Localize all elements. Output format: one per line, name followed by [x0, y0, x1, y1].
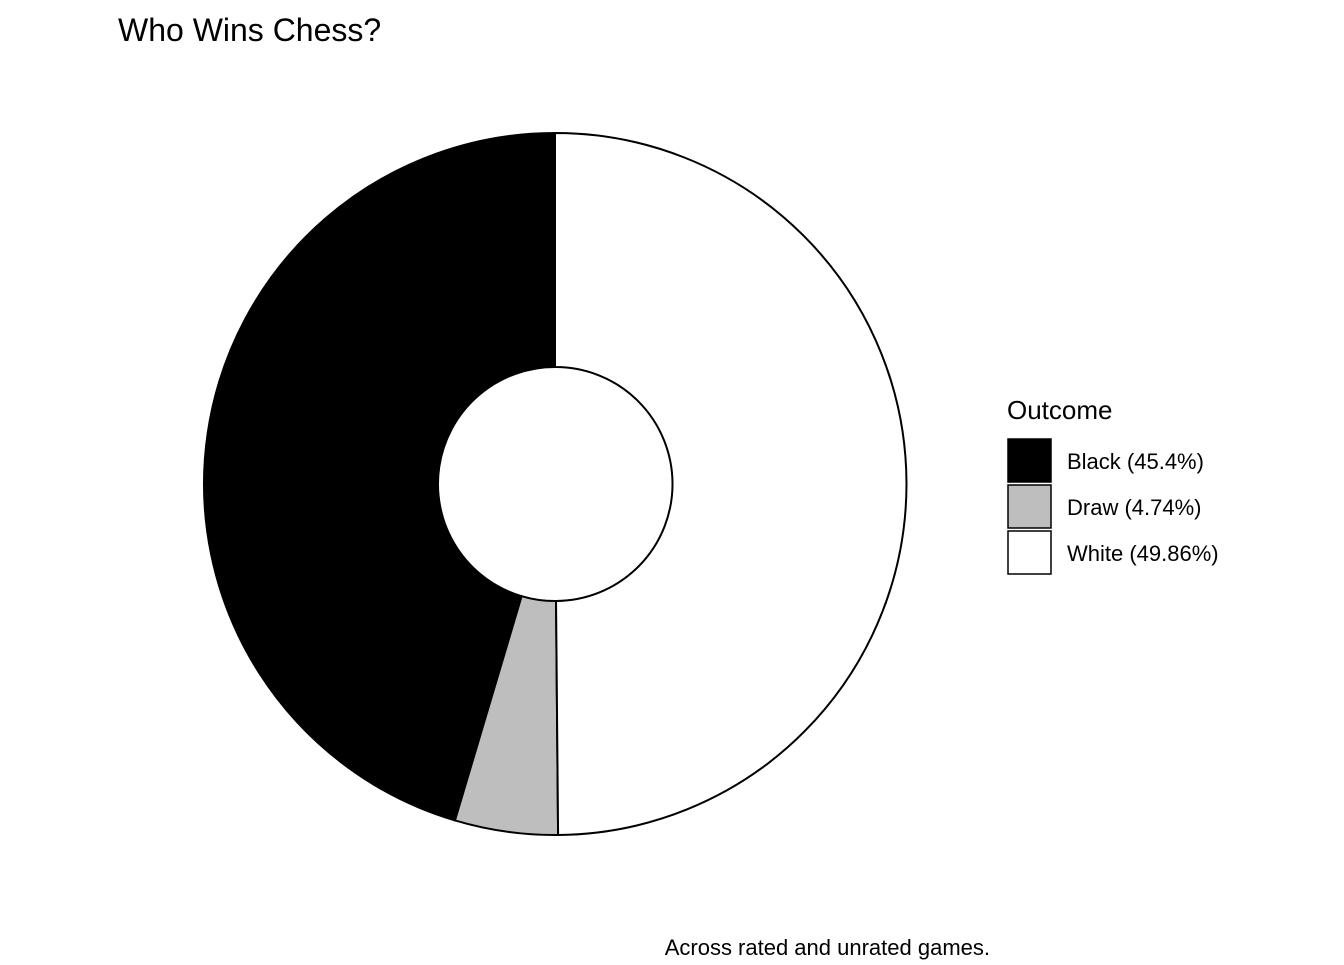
chart-title: Who Wins Chess?	[118, 12, 381, 48]
legend-key-black	[1007, 438, 1052, 483]
chart-caption: Across rated and unrated games.	[665, 935, 990, 960]
slice-white	[554, 131, 908, 836]
legend-title: Outcome	[1007, 395, 1113, 425]
legend-label-black: Black (45.4%)	[1067, 449, 1204, 474]
legend: Outcome Black (45.4%) Draw (4.74%) White (…	[1007, 395, 1219, 575]
slice-black	[203, 131, 556, 822]
legend-label-draw: Draw (4.74%)	[1067, 495, 1201, 520]
legend-key-draw	[1007, 484, 1052, 529]
legend-key-white	[1007, 530, 1052, 575]
legend-label-white: White (49.86%)	[1067, 541, 1219, 566]
legend-items: Black (45.4%) Draw (4.74%) White (49.86%)	[1007, 438, 1219, 575]
donut-slices	[203, 131, 908, 836]
